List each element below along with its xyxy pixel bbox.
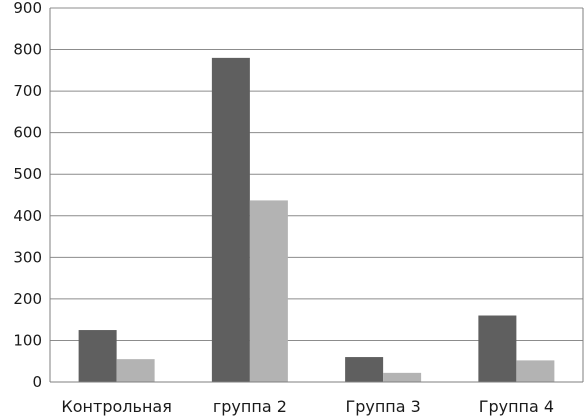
y-tick-label-300: 300: [13, 248, 42, 266]
bar-series1-cat3: [345, 357, 384, 382]
bar-series1-cat1: [78, 330, 117, 382]
y-tick-label-500: 500: [13, 165, 42, 183]
gridlines: [50, 7, 583, 341]
y-tick-label-100: 100: [13, 331, 42, 349]
y-tick-label-200: 200: [13, 290, 42, 308]
y-tick-labels: 0 100 200 300 400 500 600 700 800 900: [13, 0, 42, 391]
bar-series1-cat2: [211, 57, 250, 382]
y-tick-label-800: 800: [13, 41, 42, 59]
bar-series2-cat2: [249, 200, 288, 382]
y-tick-label-700: 700: [13, 82, 42, 100]
y-tick-label-600: 600: [13, 124, 42, 142]
x-category-label-3: Группа 3: [345, 397, 420, 416]
bars: [78, 57, 555, 382]
x-category-label-1: Контрольная: [61, 397, 171, 416]
bar-series1-cat4: [478, 315, 517, 382]
x-category-label-2: группа 2: [213, 397, 287, 416]
y-tick-label-900: 900: [13, 0, 42, 17]
bar-series2-cat3: [383, 372, 422, 382]
bar-series2-cat4: [516, 360, 555, 382]
bar-series2-cat1: [116, 359, 155, 382]
x-category-label-4: Группа 4: [479, 397, 554, 416]
axes: [49, 8, 584, 383]
x-category-labels: Контрольная группа 2 Группа 3 Группа 4: [61, 397, 554, 416]
y-tick-label-400: 400: [13, 207, 42, 225]
y-tick-label-0: 0: [32, 373, 42, 391]
